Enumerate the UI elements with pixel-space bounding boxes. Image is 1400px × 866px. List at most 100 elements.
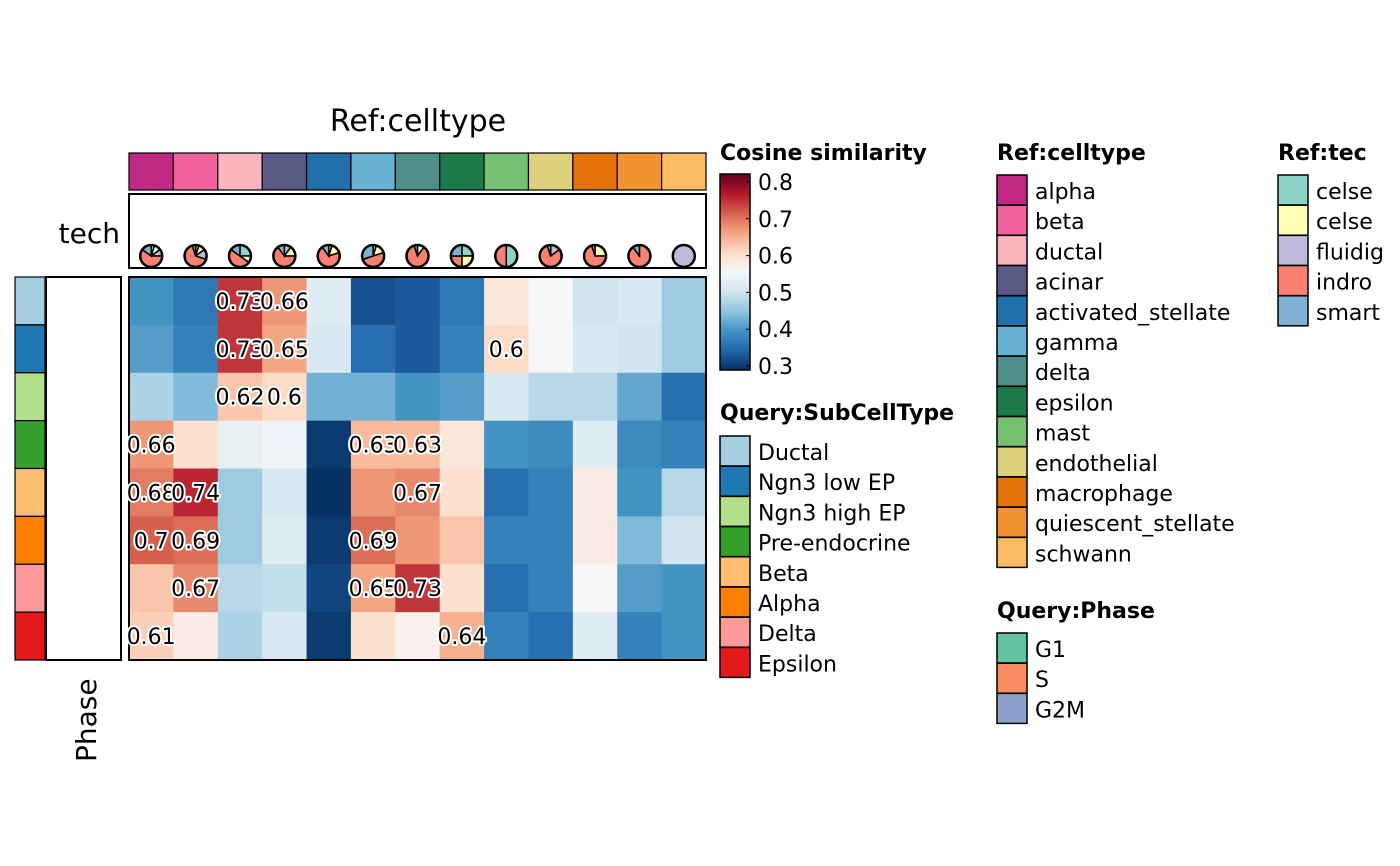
- celltype-annotation-cell: [439, 152, 485, 191]
- heatmap-cell-label: 0.66: [127, 434, 176, 459]
- heatmap-cell: [129, 468, 174, 517]
- tech-legend-label: smart: [1316, 301, 1380, 326]
- heatmap-cell: [661, 516, 707, 565]
- phase-legend-swatch: [996, 632, 1028, 664]
- celltype-annotation-cell: [616, 152, 663, 191]
- colorbar: [719, 173, 751, 371]
- heatmap-cell: [217, 277, 263, 326]
- heatmap-cell: [262, 468, 308, 517]
- heatmap-cell: [350, 324, 396, 374]
- heatmap-cell-label: 0.63: [349, 434, 398, 459]
- tech-pie: [360, 243, 386, 269]
- heatmap-cell-label: 0.68: [127, 481, 176, 506]
- subcelltype-annotation-cell: [14, 324, 46, 374]
- heatmap-cell: [661, 468, 707, 517]
- tech-legend-swatch: [1277, 295, 1309, 327]
- celltype-legend-swatch: [996, 234, 1028, 267]
- colorbar-tick-label: 0.3: [758, 355, 793, 380]
- heatmap-cell: [528, 468, 574, 517]
- heatmap-cell: [661, 564, 707, 613]
- heatmap-cell: [439, 564, 485, 613]
- heatmap-cell: [439, 324, 485, 374]
- heatmap-cell: [484, 516, 529, 565]
- phase-legend-label: G1: [1035, 638, 1066, 663]
- celltype-legend-label: mast: [1035, 422, 1090, 447]
- heatmap-cell: [395, 516, 441, 565]
- heatmap-cell: [350, 612, 396, 661]
- subcelltype-legend-swatch: [719, 525, 751, 558]
- subcelltype-legend-title: Query:SubCellType: [720, 401, 954, 426]
- celltype-annotation-cell: [217, 152, 263, 191]
- colorbar-tick-label: 0.8: [758, 171, 793, 196]
- phase-annotation-label: Phase: [70, 678, 103, 762]
- celltype-annotation-cell: [527, 152, 574, 191]
- subcelltype-legend-swatch: [719, 495, 751, 528]
- subcelltype-annotation-cell: [14, 515, 46, 565]
- tech-pie: [183, 243, 208, 269]
- heatmap-cell-label: 0.63: [393, 434, 442, 459]
- celltype-legend-label: delta: [1035, 361, 1091, 386]
- heatmap-cell: [173, 420, 219, 469]
- heatmap-cell: [173, 372, 219, 422]
- heatmap-cell: [572, 372, 618, 422]
- heatmap-cell: [528, 516, 574, 565]
- heatmap-cell-label: 0.64: [437, 625, 486, 650]
- celltype-legend-title: Ref:celltype: [997, 141, 1146, 166]
- celltype-legend-label: quiescent_stellate: [1035, 512, 1235, 537]
- heatmap-cell: [439, 372, 485, 422]
- heatmap-cell: [617, 277, 663, 326]
- heatmap-cell: [484, 612, 529, 661]
- tech-legend-swatch: [1277, 264, 1309, 297]
- heatmap-cell: [572, 468, 618, 517]
- tech-pie-outline: [316, 243, 341, 269]
- heatmap-cell: [306, 516, 352, 565]
- heatmap-cell: [306, 372, 352, 422]
- heatmap-cell: [395, 324, 441, 374]
- heatmap-cell: [217, 324, 263, 374]
- heatmap-cell: [572, 564, 618, 613]
- celltype-legend-swatch: [996, 385, 1028, 418]
- tech-annotation-label: tech: [59, 217, 120, 250]
- heatmap-cell: [439, 516, 485, 565]
- subcelltype-annotation-cell: [14, 467, 46, 517]
- tech-legend-label: celse: [1316, 210, 1373, 235]
- tech-pie-outline: [627, 243, 652, 269]
- celltype-legend-swatch: [996, 295, 1028, 327]
- heatmap-cell: [217, 516, 263, 565]
- heatmap-cell: [439, 277, 485, 326]
- tech-pie-outline: [582, 243, 608, 269]
- heatmap-cell: [528, 324, 574, 374]
- colorbar-title: Cosine similarity: [720, 141, 927, 166]
- celltype-legend-swatch: [996, 204, 1028, 236]
- heatmap-cell: [129, 612, 174, 661]
- heatmap-cell: [661, 372, 707, 422]
- tech-legend-swatch: [1277, 234, 1309, 267]
- heatmap-cell: [350, 468, 396, 517]
- heatmap-cell: [129, 324, 174, 374]
- heatmap-cell-label: 0.73: [215, 338, 264, 363]
- heatmap-cell: [217, 564, 263, 613]
- tech-pie: [538, 243, 563, 269]
- heatmap-cell: [173, 612, 219, 661]
- heatmap-cell-label: 0.66: [260, 290, 309, 315]
- heatmap-cell: [528, 420, 574, 469]
- heatmap-cell: [528, 277, 574, 326]
- celltype-legend-swatch: [996, 174, 1028, 206]
- phase-legend-label: G2M: [1035, 698, 1085, 723]
- celltype-legend-swatch: [996, 506, 1028, 538]
- heatmap-cell: [350, 372, 396, 422]
- subcelltype-legend-swatch: [719, 465, 751, 497]
- heatmap-cell: [395, 420, 441, 469]
- colorbar-tick-label: 0.7: [758, 208, 793, 233]
- heatmap-cell: [173, 468, 219, 517]
- heatmap-cell: [262, 324, 308, 374]
- heatmap-cell: [306, 324, 352, 374]
- tech-pie: [582, 243, 608, 269]
- subcelltype-legend-label: Ductal: [758, 441, 829, 466]
- heatmap-cell-label: 0.65: [349, 577, 398, 602]
- heatmap-cell: [262, 420, 308, 469]
- celltype-legend-label: endothelial: [1035, 452, 1158, 477]
- heatmap-cell: [484, 468, 529, 517]
- subcelltype-legend-label: Ngn3 high EP: [758, 501, 905, 526]
